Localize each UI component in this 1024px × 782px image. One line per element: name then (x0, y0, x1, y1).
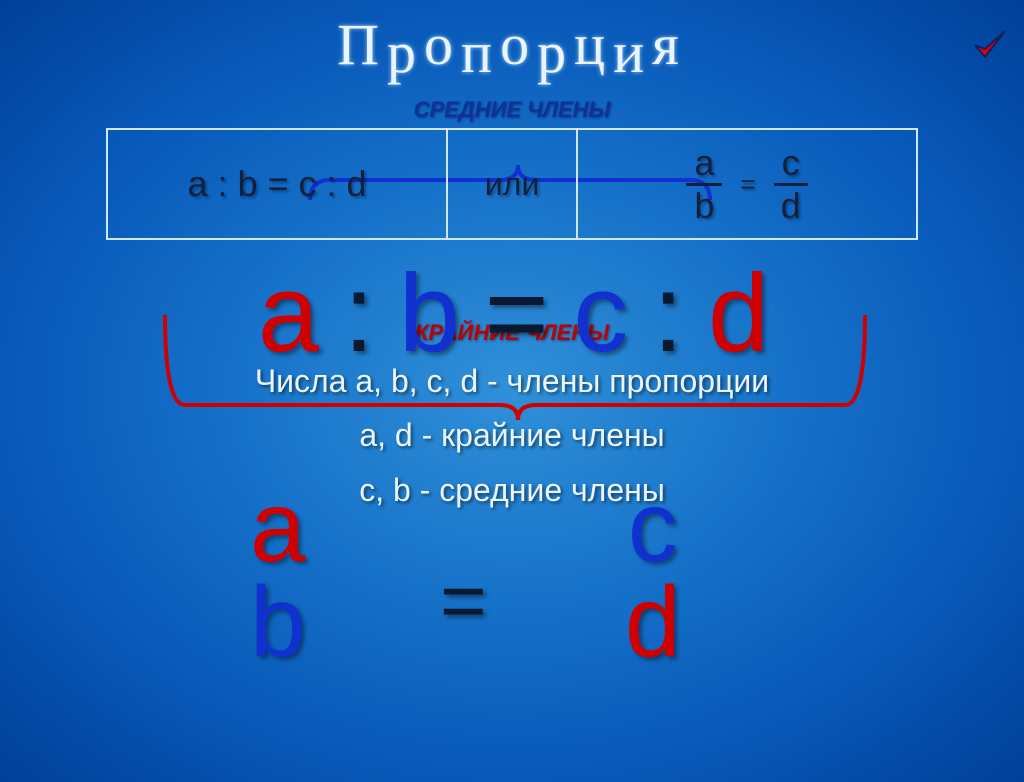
table-cell-ratio: a : b = c : d (107, 129, 447, 239)
frac2-num: c (774, 145, 808, 186)
bp-colon1: : (316, 252, 399, 375)
description: Числа a, b, c, d - члены пропорции a, d … (0, 354, 1024, 517)
middle-members-label: СРЕДНИЕ ЧЛЕНЫ (0, 97, 1024, 123)
bp-a: a (258, 252, 316, 375)
bp-c: c (573, 252, 625, 375)
big-frac-left: a b (250, 480, 306, 670)
desc-line2: a, d - крайние члены (0, 408, 1024, 462)
big-frac-right: c d (625, 480, 681, 670)
bf-left-num: a (250, 480, 306, 575)
table-cell-or: или (447, 129, 577, 239)
bf-left-den: b (250, 575, 306, 670)
frac1-den: b (694, 186, 714, 224)
checkmark-icon (969, 25, 1009, 65)
desc-line3: c, b - средние члены (0, 463, 1024, 517)
bf-right-den: d (625, 575, 681, 670)
big-frac-eq: = (440, 555, 487, 647)
page-title: Пропорция (0, 15, 1024, 82)
frac1-num: a (686, 145, 722, 186)
bp-d: d (708, 252, 766, 375)
bf-right-num: c (625, 480, 681, 575)
frac2-den: d (781, 186, 801, 224)
proportion-table: a : b = c : d или a b = c d (106, 128, 918, 240)
table-cell-fractions: a b = c d (577, 129, 917, 239)
bp-colon2: : (625, 252, 708, 375)
bp-eq: = (457, 252, 573, 375)
bp-b: b (399, 252, 457, 375)
big-proportion: a : b = c : d (0, 250, 1024, 377)
frac-eq: = (740, 169, 755, 200)
